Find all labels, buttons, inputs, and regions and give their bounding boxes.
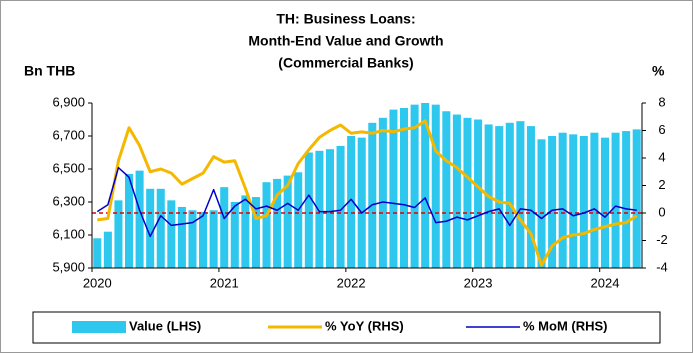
bar	[241, 195, 250, 268]
bar	[442, 111, 451, 268]
y2-tick-label: 4	[658, 149, 665, 164]
bar	[505, 122, 514, 268]
bar	[304, 152, 313, 268]
bar	[93, 238, 102, 268]
x-tick-label: 2021	[210, 275, 239, 290]
bar	[421, 103, 430, 268]
bar	[146, 188, 155, 268]
bar	[156, 188, 165, 268]
bar	[526, 126, 535, 268]
bar	[537, 139, 546, 268]
bar	[357, 137, 366, 268]
bar	[125, 173, 134, 268]
bar	[611, 132, 620, 268]
legend-label: % YoY (RHS)	[325, 318, 404, 333]
bar	[590, 132, 599, 268]
x-tick-label: 2023	[464, 275, 493, 290]
bar	[400, 107, 409, 268]
bar	[378, 117, 387, 268]
bar	[315, 150, 324, 268]
bar	[516, 121, 525, 269]
bar	[336, 145, 345, 268]
bar	[199, 211, 208, 268]
bar	[579, 136, 588, 268]
bar	[251, 197, 260, 268]
bar	[135, 170, 144, 268]
y-tick-label: 6,700	[52, 127, 85, 142]
bar	[347, 136, 356, 268]
bar	[495, 126, 504, 268]
bar	[114, 200, 123, 268]
bar	[431, 104, 440, 269]
y-tick-label: 5,900	[52, 259, 85, 274]
bar	[474, 119, 483, 268]
y-tick-label: 6,900	[52, 94, 85, 109]
bar	[230, 202, 239, 268]
bar	[220, 187, 229, 268]
y2-tick-label: -2	[656, 232, 668, 247]
bar	[558, 132, 567, 268]
y2-axis-label: %	[652, 63, 665, 79]
legend-label: Value (LHS)	[129, 318, 201, 333]
bar	[294, 172, 303, 268]
bar	[600, 137, 609, 268]
bar	[273, 178, 282, 268]
y-axis-label: Bn THB	[24, 63, 75, 79]
x-tick-label: 2020	[83, 275, 112, 290]
bar	[463, 117, 472, 268]
y-tick-label: 6,100	[52, 226, 85, 241]
bar	[548, 136, 557, 268]
bar	[389, 109, 398, 268]
chart-title: TH: Business Loans:	[276, 11, 415, 27]
x-tick-label: 2024	[591, 275, 620, 290]
line	[96, 166, 637, 238]
chart-title: (Commercial Banks)	[278, 55, 413, 71]
y2-tick-label: 2	[658, 177, 665, 192]
bar	[103, 231, 112, 268]
legend-box	[32, 311, 661, 344]
y-tick-label: 6,300	[52, 193, 85, 208]
line	[97, 119, 638, 267]
chart-title: Month-End Value and Growth	[248, 33, 443, 49]
bar	[177, 206, 186, 268]
bar	[569, 134, 578, 268]
legend-swatch	[72, 321, 126, 333]
legend-label: % MoM (RHS)	[523, 318, 608, 333]
bar	[209, 210, 218, 268]
bar	[188, 210, 197, 268]
bar	[167, 200, 176, 268]
y2-tick-label: 0	[658, 204, 665, 219]
bar	[283, 175, 292, 268]
bar	[368, 122, 377, 268]
bar	[410, 104, 419, 269]
y2-tick-label: 6	[658, 122, 665, 137]
x-tick-label: 2022	[337, 275, 366, 290]
bar	[262, 182, 271, 268]
bar	[452, 114, 461, 268]
bar	[622, 131, 631, 268]
y2-tick-label: -4	[656, 259, 668, 274]
bar	[632, 129, 641, 268]
y2-tick-label: 8	[658, 94, 665, 109]
y-tick-label: 6,500	[52, 160, 85, 175]
bar	[325, 149, 334, 268]
